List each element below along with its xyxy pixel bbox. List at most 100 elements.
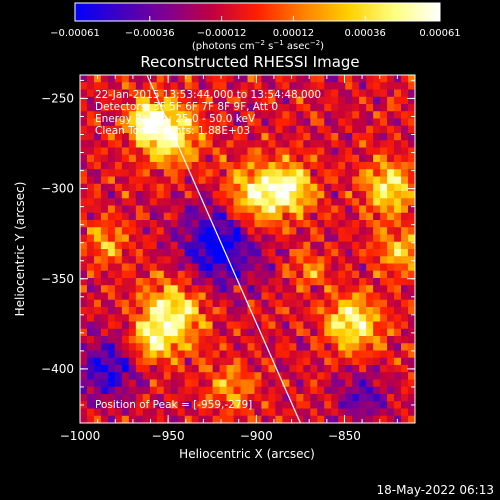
heatmap-cell [338, 241, 346, 250]
heatmap-cell [359, 263, 367, 272]
heatmap-cell [254, 365, 263, 373]
heatmap-cell [352, 227, 360, 236]
heatmap-cell [184, 256, 193, 265]
heatmap-cell [233, 292, 242, 301]
heatmap-cell [107, 118, 116, 127]
heatmap-cell [345, 227, 353, 236]
heatmap-cell [338, 285, 346, 294]
heatmap-cell [373, 104, 381, 112]
x-axis-ticks [79, 75, 398, 423]
heatmap-cell [380, 336, 388, 344]
heatmap-cell [86, 307, 95, 315]
heatmap-cell [149, 118, 158, 127]
heatmap-cell [100, 249, 109, 257]
heatmap-cell [338, 292, 346, 301]
heatmap-cell [80, 154, 88, 163]
heatmap-cell [310, 263, 318, 272]
heatmap-cell [142, 154, 151, 163]
heatmap-cell [401, 365, 409, 373]
heatmap-cell [226, 162, 235, 170]
heatmap-cell [352, 299, 360, 308]
heatmap-cell [387, 256, 395, 265]
heatmap-cell [177, 125, 186, 134]
heatmap-cell [233, 321, 242, 330]
heatmap-cell [268, 191, 277, 199]
heatmap-cell [387, 285, 395, 294]
heatmap-cell [394, 147, 402, 156]
heatmap-cell [205, 249, 214, 257]
heatmap-cell [408, 278, 415, 286]
heatmap-cell [170, 198, 179, 207]
heatmap-cell [240, 285, 249, 294]
heatmap-cell [261, 162, 270, 170]
heatmap-cell [359, 415, 367, 423]
heatmap-cell [93, 147, 102, 156]
heatmap-cell [373, 147, 381, 156]
heatmap-cell [373, 220, 381, 228]
heatmap-cell [93, 227, 102, 236]
heatmap-cell [303, 401, 311, 410]
heatmap-cell [170, 270, 179, 279]
heatmap-cell [247, 169, 256, 178]
heatmap-cell [205, 292, 214, 301]
heatmap-cell [121, 343, 130, 352]
heatmap-cell [205, 75, 214, 83]
heatmap-cell [121, 133, 130, 141]
heatmap-cell [275, 336, 283, 344]
heatmap-cell [401, 104, 409, 112]
heatmap-cell [163, 379, 172, 388]
heatmap-cell [310, 321, 318, 330]
heatmap-cell [107, 321, 116, 330]
heatmap-cell [205, 336, 214, 344]
heatmap-cell [226, 314, 235, 323]
heatmap-cell [205, 401, 214, 410]
heatmap-cell [268, 321, 277, 330]
heatmap-cell [247, 408, 256, 417]
heatmap-cell [247, 212, 256, 221]
heatmap-cell [373, 321, 381, 330]
heatmap-cell [226, 415, 235, 423]
heatmap-cell [226, 365, 235, 373]
heatmap-cell [394, 162, 402, 170]
heatmap-cell [163, 299, 172, 308]
heatmap-cell [289, 379, 297, 388]
heatmap-cell [359, 365, 367, 373]
heatmap-cell [247, 75, 256, 83]
heatmap-cell [191, 154, 200, 163]
heatmap-cell [296, 249, 304, 257]
heatmap-cell [86, 205, 95, 214]
heatmap-cell [408, 408, 415, 417]
heatmap-cell [394, 220, 402, 228]
heatmap-cell [149, 241, 158, 250]
heatmap-cell [100, 314, 109, 323]
heatmap-cell [373, 176, 381, 185]
heatmap-cell [219, 104, 228, 112]
heatmap-cell [380, 379, 388, 388]
heatmap-cell [359, 379, 367, 388]
heatmap-cell [191, 96, 200, 105]
heatmap-cell [366, 89, 374, 98]
heatmap-cell [135, 415, 144, 423]
x-tick-label: −950 [152, 429, 185, 443]
heatmap-cell [331, 234, 339, 243]
heatmap-cell [296, 234, 304, 243]
heatmap-cell [352, 328, 360, 337]
heatmap-cell [324, 212, 332, 221]
heatmap-cell [156, 357, 165, 366]
heatmap-cell [86, 314, 95, 323]
heatmap-cell [324, 386, 332, 395]
heatmap-cell [254, 220, 263, 228]
heatmap-cell [240, 357, 249, 366]
heatmap-cell [184, 198, 193, 207]
heatmap-cell [338, 212, 346, 221]
heatmap-cell [177, 336, 186, 344]
heatmap-cell [170, 249, 179, 257]
heatmap-cell [226, 234, 235, 243]
heatmap-cell [380, 314, 388, 323]
colorbar-tick-label: 0.00012 [273, 28, 314, 39]
heatmap-cell [149, 82, 158, 91]
heatmap-cell [387, 147, 395, 156]
heatmap-cell [177, 183, 186, 192]
heatmap-cell [135, 299, 144, 308]
heatmap-cell [373, 96, 381, 105]
